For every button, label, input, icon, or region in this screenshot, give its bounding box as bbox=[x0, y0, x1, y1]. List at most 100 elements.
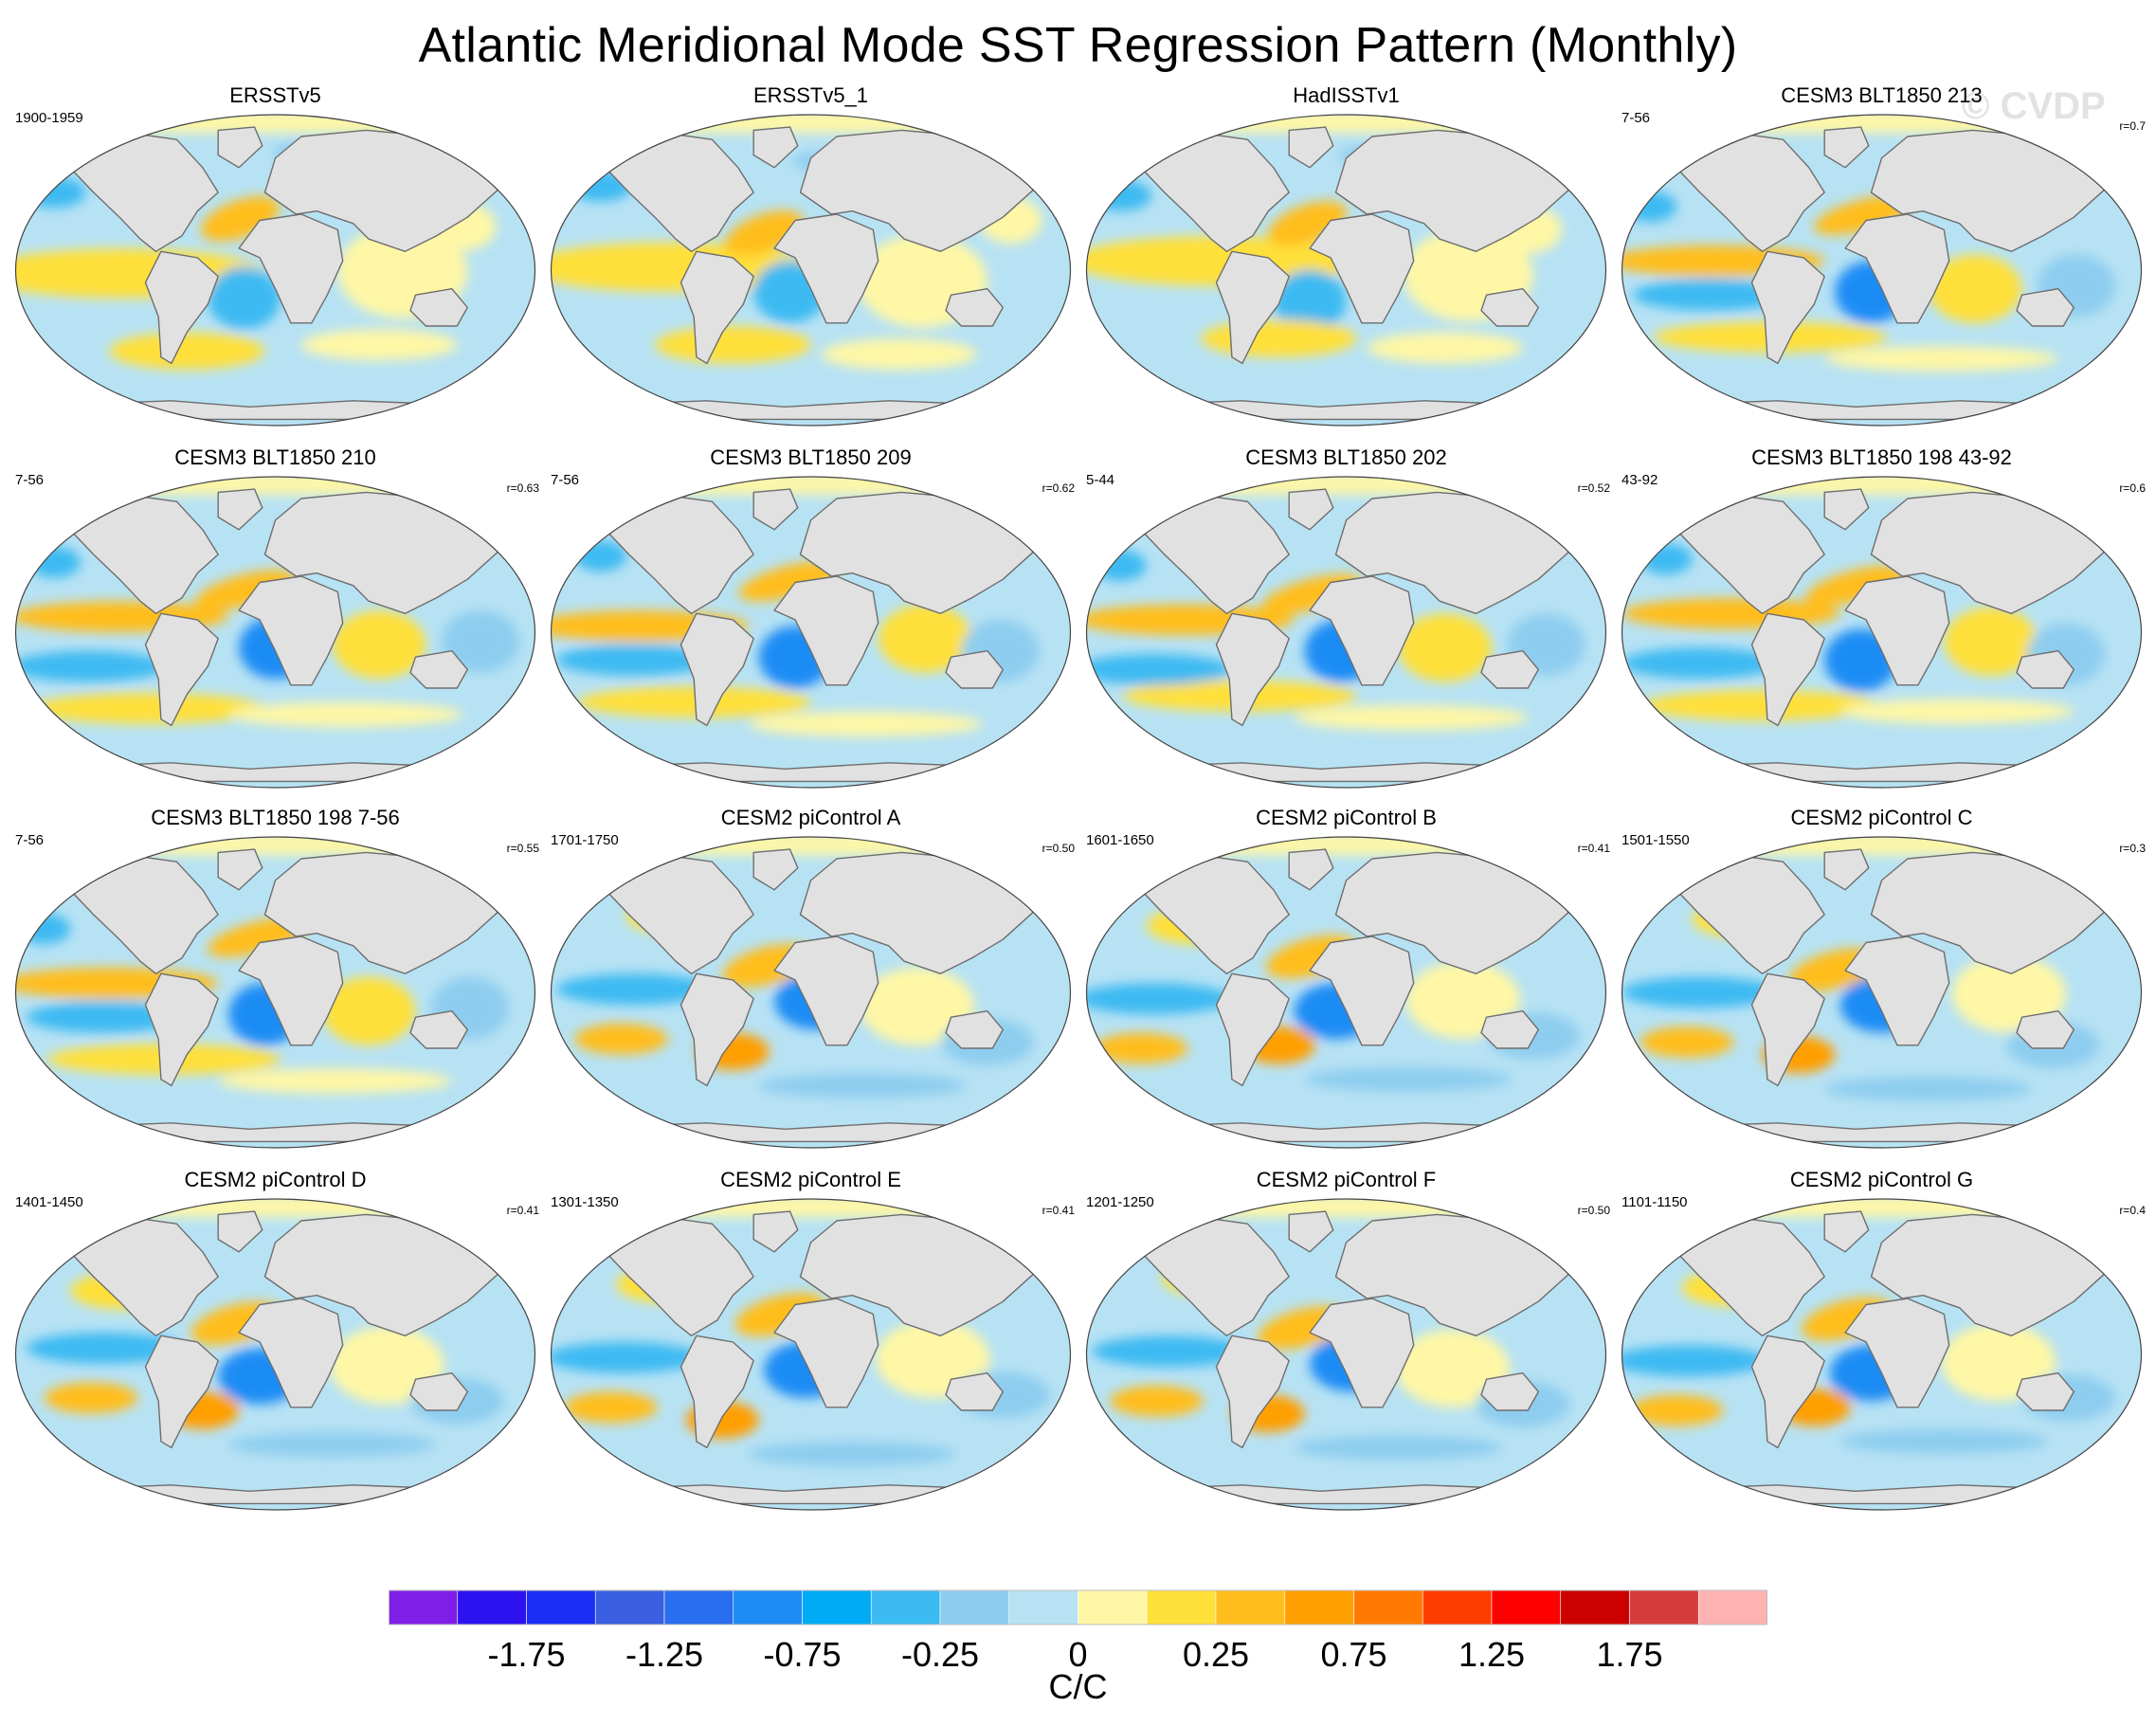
sst-anomaly-region bbox=[574, 1023, 668, 1055]
sst-anomaly-region bbox=[1824, 1076, 2033, 1101]
colorbar-swatch bbox=[1560, 1589, 1630, 1625]
sst-anomaly-region bbox=[1273, 270, 1347, 333]
colorbar-tick-label: -0.75 bbox=[763, 1635, 841, 1674]
sst-anomaly-region bbox=[1086, 983, 1232, 1015]
sst-anomaly-region bbox=[1622, 647, 1778, 680]
continent-gr bbox=[1288, 488, 1334, 531]
continent-eu bbox=[263, 491, 499, 614]
continent-eu bbox=[799, 1213, 1035, 1336]
sst-anomaly-region bbox=[109, 332, 265, 370]
sst-anomaly-region bbox=[44, 1382, 138, 1414]
sst-regression-map bbox=[1085, 476, 1607, 789]
continent-na bbox=[607, 133, 754, 252]
panel-pattern-correlation: r=0.41 bbox=[1577, 842, 1610, 855]
panel-period: 1201-1250 bbox=[1086, 1194, 1154, 1210]
continent-na bbox=[607, 1217, 754, 1336]
panel-title: CESM2 piControl B bbox=[1256, 806, 1437, 829]
sst-anomaly-region bbox=[1086, 654, 1232, 685]
sst-anomaly-region bbox=[26, 1001, 182, 1033]
sst-anomaly-region bbox=[26, 1333, 182, 1364]
continent-na bbox=[1143, 855, 1290, 974]
panel-period: 43-92 bbox=[1622, 472, 1658, 488]
continent-au bbox=[2016, 1372, 2074, 1411]
panel-period: 1900-1959 bbox=[15, 110, 83, 126]
sst-anomaly-region bbox=[1367, 332, 1523, 364]
map-border bbox=[14, 836, 536, 1149]
panel-title: CESM2 piControl A bbox=[720, 806, 901, 829]
continent-eu bbox=[1870, 491, 2106, 614]
panel-period: 1501-1550 bbox=[1622, 832, 1690, 848]
continent-af bbox=[238, 213, 344, 324]
sst-anomaly-region bbox=[551, 1341, 702, 1373]
continent-gr bbox=[217, 1210, 263, 1253]
continent-gr bbox=[217, 488, 263, 531]
sst-regression-map bbox=[550, 1198, 1072, 1511]
colorbar-tick-label: 1.25 bbox=[1458, 1635, 1525, 1674]
panel-pattern-correlation: r=0.41 bbox=[1042, 1204, 1075, 1217]
continent-af bbox=[773, 575, 879, 686]
continent-gr bbox=[1288, 126, 1334, 169]
map-panel: CESM3 BLT1850 209 7-56 r=0.62 bbox=[543, 445, 1078, 796]
map-border bbox=[550, 476, 1072, 789]
continent-af bbox=[1309, 1298, 1415, 1408]
colorbar-swatch bbox=[457, 1589, 527, 1625]
continent-na bbox=[607, 855, 754, 974]
continent-sa bbox=[1215, 972, 1290, 1087]
continent-af bbox=[238, 935, 344, 1046]
colorbar-outline bbox=[389, 1589, 1767, 1625]
map-border bbox=[14, 114, 536, 427]
sst-anomaly-region bbox=[1629, 1394, 1724, 1426]
map-panel: CESM2 piControl A 1701-1750 r=0.50 bbox=[543, 806, 1078, 1156]
colorbar-swatch bbox=[1491, 1589, 1562, 1625]
sst-anomaly-region bbox=[1622, 1345, 1767, 1377]
sst-anomaly-region bbox=[1094, 550, 1147, 581]
continent-au bbox=[409, 650, 468, 689]
colorbar-swatch bbox=[526, 1589, 596, 1625]
sst-regression-map bbox=[14, 114, 536, 427]
continent-af bbox=[1309, 213, 1415, 324]
map-panel: CESM2 piControl E 1301-1350 r=0.41 bbox=[543, 1168, 1078, 1518]
sst-regression-map bbox=[550, 476, 1072, 789]
colorbar-swatch bbox=[1146, 1589, 1217, 1625]
colorbar-swatch bbox=[1008, 1589, 1078, 1625]
map-panel: CESM3 BLT1850 202 5-44 r=0.52 bbox=[1078, 445, 1614, 796]
map-panel: HadISSTv1 bbox=[1078, 83, 1614, 434]
sst-anomaly-region bbox=[321, 976, 416, 1045]
continent-sa bbox=[144, 972, 219, 1087]
map-panel: ERSSTv5 1900-1959 bbox=[8, 83, 543, 434]
sst-regression-map bbox=[1621, 836, 2143, 1149]
sst-regression-map bbox=[550, 836, 1072, 1149]
map-panel: ERSSTv5_1 bbox=[543, 83, 1078, 434]
sst-regression-map bbox=[1085, 1198, 1607, 1511]
colorbar-unit-label: C/C bbox=[1049, 1667, 1108, 1702]
colorbar: -1.75 -1.25 -0.75 -0.25 0 0.25 0.75 1.25 1.75 C/C bbox=[389, 1589, 1767, 1702]
colorbar-tick-label: 0.25 bbox=[1183, 1635, 1249, 1674]
panel-pattern-correlation: r=0.52 bbox=[1577, 481, 1610, 495]
sst-anomaly-region bbox=[1839, 699, 2074, 724]
continent-eu bbox=[1334, 491, 1570, 614]
continent-na bbox=[1143, 1217, 1290, 1336]
panel-title: CESM2 piControl G bbox=[1789, 1168, 1974, 1191]
continent-gr bbox=[1823, 126, 1870, 169]
continent-gr bbox=[217, 126, 263, 169]
continent-na bbox=[72, 1217, 219, 1336]
continent-na bbox=[1678, 133, 1825, 252]
continent-af bbox=[1309, 575, 1415, 686]
panel-period: 1401-1450 bbox=[15, 1194, 83, 1210]
map-border bbox=[1085, 476, 1607, 789]
map-border bbox=[14, 476, 536, 789]
colorbar-swatch bbox=[1697, 1589, 1767, 1625]
sst-anomaly-region bbox=[574, 540, 626, 572]
continent-au bbox=[409, 1010, 468, 1049]
colorbar-swatch bbox=[389, 1589, 459, 1625]
colorbar-swatch bbox=[1284, 1589, 1354, 1625]
continent-sa bbox=[1750, 612, 1825, 727]
panel-period: 7-56 bbox=[1622, 110, 1651, 126]
sst-anomaly-region bbox=[1304, 1066, 1513, 1092]
map-border bbox=[1621, 476, 2143, 789]
panel-title: CESM3 BLT1850 209 bbox=[710, 445, 912, 469]
sst-anomaly-region bbox=[194, 570, 296, 610]
colorbar-swatch bbox=[1629, 1589, 1699, 1625]
sst-anomaly-region bbox=[1640, 543, 1693, 575]
continent-sa bbox=[1215, 250, 1290, 365]
